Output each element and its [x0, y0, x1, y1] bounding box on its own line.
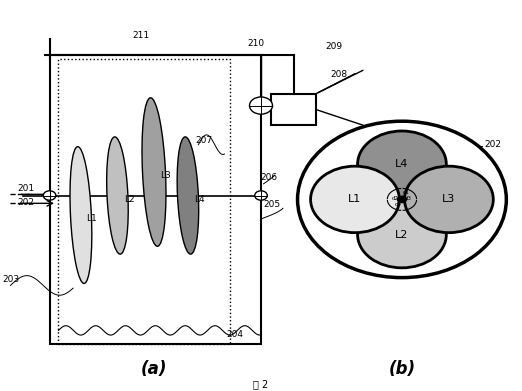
- Ellipse shape: [177, 137, 199, 254]
- Circle shape: [358, 131, 446, 197]
- Circle shape: [311, 166, 399, 233]
- Text: d2: d2: [392, 196, 399, 201]
- Text: 207: 207: [195, 136, 212, 145]
- Ellipse shape: [70, 147, 92, 283]
- Text: 206: 206: [260, 173, 277, 183]
- Ellipse shape: [106, 137, 128, 254]
- Circle shape: [397, 196, 407, 203]
- Bar: [271, 94, 316, 125]
- Circle shape: [43, 191, 56, 200]
- Circle shape: [250, 97, 272, 114]
- Text: 图 2: 图 2: [253, 379, 269, 389]
- Text: d3: d3: [405, 196, 412, 201]
- Text: L1: L1: [348, 194, 362, 204]
- Text: 201: 201: [18, 184, 34, 194]
- Text: d4: d4: [394, 203, 401, 207]
- Bar: [58, 59, 230, 344]
- Text: d1: d1: [402, 190, 410, 195]
- Text: L1: L1: [86, 214, 97, 224]
- Text: 210: 210: [247, 38, 264, 48]
- Bar: [50, 55, 261, 344]
- Text: (a): (a): [141, 361, 167, 378]
- Text: 204: 204: [227, 330, 243, 339]
- Text: 203: 203: [2, 275, 19, 284]
- Text: 202: 202: [485, 140, 502, 149]
- Text: L4: L4: [395, 159, 409, 169]
- Text: 202: 202: [18, 198, 34, 207]
- Text: L2: L2: [395, 230, 409, 240]
- Text: 205: 205: [263, 199, 280, 209]
- Text: L2: L2: [124, 195, 134, 204]
- Text: 211: 211: [133, 30, 149, 40]
- Circle shape: [358, 201, 446, 268]
- Text: (b): (b): [388, 361, 416, 378]
- Circle shape: [405, 166, 493, 233]
- Text: 208: 208: [331, 70, 348, 79]
- Ellipse shape: [142, 98, 166, 246]
- Text: L3: L3: [442, 194, 456, 204]
- Circle shape: [255, 191, 267, 200]
- Text: L4: L4: [194, 195, 205, 204]
- Text: L3: L3: [160, 171, 171, 181]
- Text: 209: 209: [326, 42, 342, 52]
